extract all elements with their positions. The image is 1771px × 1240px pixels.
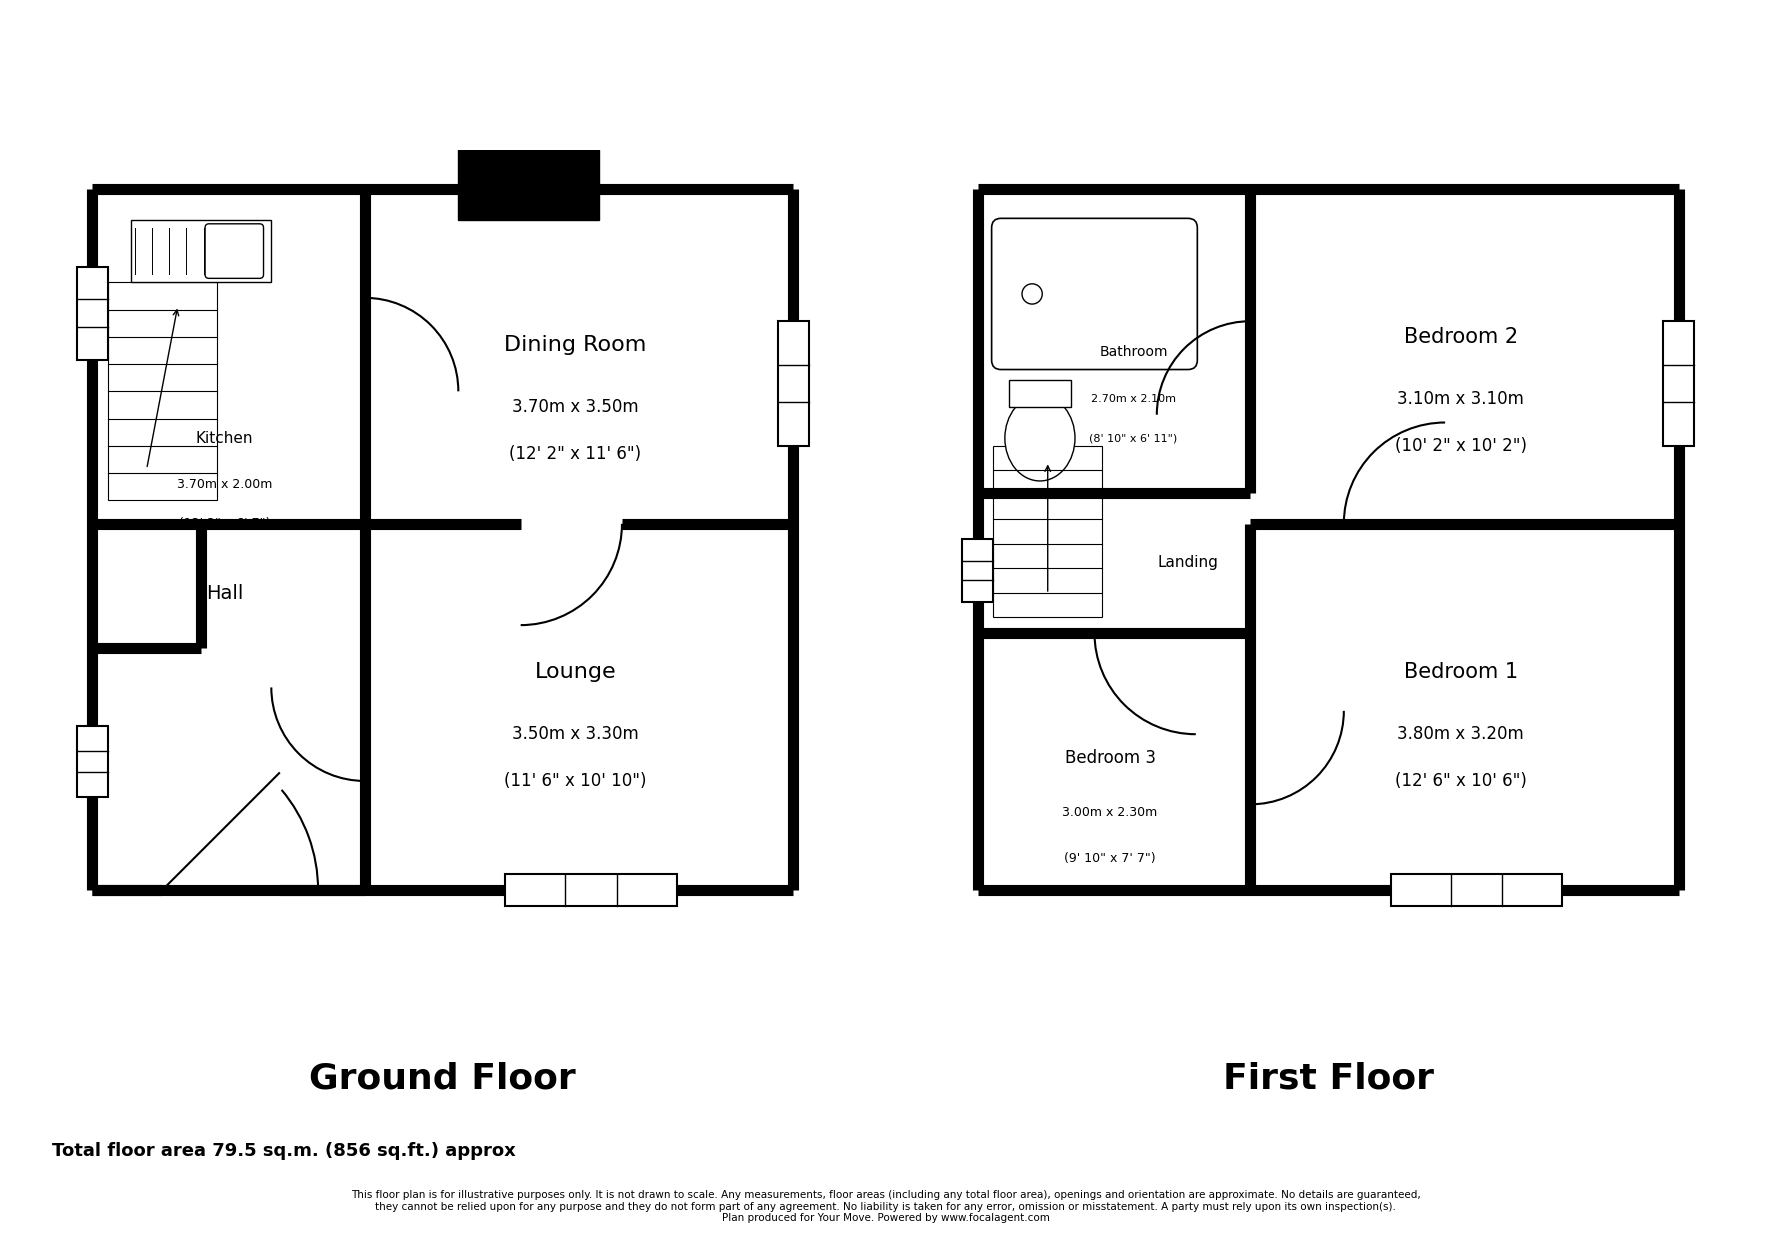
Text: Ground Floor: Ground Floor	[310, 1061, 576, 1096]
Text: First Floor: First Floor	[1222, 1061, 1435, 1096]
Text: 3.80m x 3.20m: 3.80m x 3.20m	[1397, 725, 1525, 743]
Bar	[76, 267, 108, 360]
Text: 3.00m x 2.30m: 3.00m x 2.30m	[1063, 806, 1158, 818]
Text: (12' 2" x 11' 6"): (12' 2" x 11' 6")	[508, 445, 641, 463]
Text: (10' 2" x 10' 2"): (10' 2" x 10' 2")	[1396, 436, 1527, 455]
Text: 3.10m x 3.10m: 3.10m x 3.10m	[1397, 391, 1525, 408]
Bar	[1009, 379, 1071, 407]
Text: Total floor area 79.5 sq.m. (856 sq.ft.) approx: Total floor area 79.5 sq.m. (856 sq.ft.)…	[53, 1142, 515, 1159]
Bar	[962, 539, 994, 601]
Bar	[994, 446, 1102, 618]
Text: 3.50m x 3.30m: 3.50m x 3.30m	[512, 725, 639, 743]
Bar	[108, 283, 216, 501]
Bar	[1390, 874, 1562, 905]
Bar	[76, 727, 108, 796]
Text: Hall: Hall	[205, 584, 243, 604]
Text: Bathroom: Bathroom	[1100, 346, 1167, 360]
FancyBboxPatch shape	[205, 223, 264, 278]
Text: Lounge: Lounge	[535, 662, 616, 682]
Text: Bedroom 3: Bedroom 3	[1064, 749, 1155, 766]
Text: 3.70m x 2.00m: 3.70m x 2.00m	[177, 479, 273, 491]
Bar	[505, 874, 677, 905]
Text: 3.70m x 3.50m: 3.70m x 3.50m	[512, 398, 639, 415]
Text: Kitchen: Kitchen	[197, 430, 253, 445]
Text: Dining Room: Dining Room	[505, 335, 646, 355]
Text: (11' 6" x 10' 10"): (11' 6" x 10' 10")	[505, 773, 646, 790]
Bar	[131, 219, 271, 283]
Text: (12' 6" x 10' 6"): (12' 6" x 10' 6")	[1396, 773, 1527, 790]
Text: This floor plan is for illustrative purposes only. It is not drawn to scale. Any: This floor plan is for illustrative purp…	[351, 1190, 1420, 1223]
Text: Bedroom 1: Bedroom 1	[1404, 662, 1518, 682]
Text: (8' 10" x 6' 11"): (8' 10" x 6' 11")	[1089, 433, 1178, 443]
Text: Landing: Landing	[1158, 556, 1218, 570]
Bar	[1663, 321, 1695, 446]
FancyBboxPatch shape	[992, 218, 1197, 370]
Text: (9' 10" x 7' 7"): (9' 10" x 7' 7")	[1064, 852, 1156, 866]
Text: 2.70m x 2.10m: 2.70m x 2.10m	[1091, 394, 1176, 404]
Bar	[777, 321, 809, 446]
Bar	[459, 150, 599, 219]
Text: Bedroom 2: Bedroom 2	[1404, 327, 1518, 347]
Text: (12' 2" x 6' 7"): (12' 2" x 6' 7")	[179, 517, 271, 531]
Ellipse shape	[1004, 396, 1075, 481]
